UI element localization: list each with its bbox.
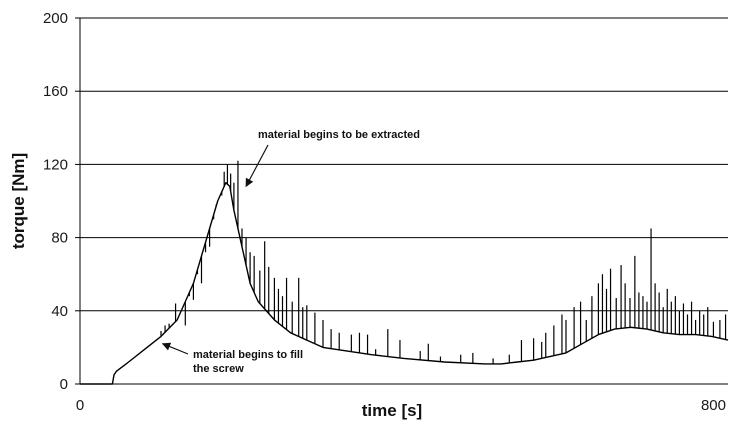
y-tick-label: 80 xyxy=(51,230,68,247)
y-tick-label: 200 xyxy=(43,10,68,27)
plot-background xyxy=(80,18,728,384)
series-line xyxy=(80,182,729,385)
annotation-fill-screw: the screw xyxy=(193,363,244,375)
y-tick-label: 0 xyxy=(60,376,68,393)
annotation-arrow-extracted xyxy=(245,144,269,188)
y-axis-label: torque [Nm] xyxy=(9,153,28,249)
grid-lines xyxy=(75,17,728,385)
annotations: material begins to be extracted material … xyxy=(161,129,420,375)
annotation-extracted: material begins to be extracted xyxy=(258,129,420,141)
series-group xyxy=(80,160,729,385)
x-tick-label: 800 xyxy=(701,397,726,414)
x-tick-label: 0 xyxy=(76,397,84,414)
annotation-fill-screw: material begins to fill xyxy=(193,349,303,361)
y-tick-labels: 0 40 80 120 160 200 xyxy=(43,10,68,393)
y-tick-label: 40 xyxy=(51,303,68,320)
annotation-arrow-fill-screw xyxy=(161,342,189,355)
y-tick-label: 120 xyxy=(43,156,68,173)
x-tick-labels: 0 800 xyxy=(76,397,726,414)
x-axis-label: time [s] xyxy=(362,401,422,420)
y-tick-label: 160 xyxy=(43,83,68,100)
axes xyxy=(79,18,728,385)
